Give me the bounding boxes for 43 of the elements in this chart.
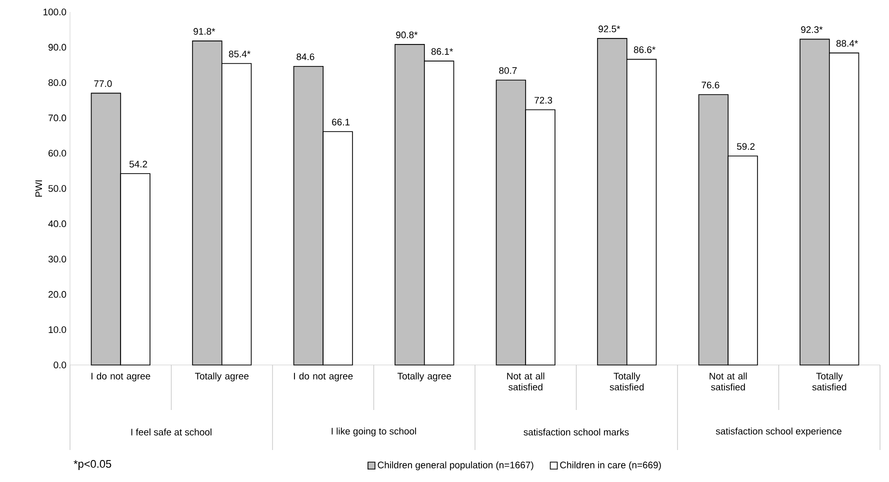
x-tick-label: Not at all satisfied [507,372,544,390]
data-label: 76.6 [702,82,720,88]
legend-label: Children in care (n=669) [560,461,661,470]
text: satisfaction school marks [524,428,629,436]
x-tick-label: I do not agree [294,372,353,382]
text: I feel safe at school [131,428,212,436]
data-label: 72.3 [534,96,552,104]
y-tick-label: 0.0 [54,362,66,368]
data-label: 88.4* [836,40,858,47]
y-tick-label: 50.0 [48,185,66,192]
y-tick-label: 10.0 [48,326,66,334]
x-tick-label: Totally satisfied [610,372,644,390]
x-tick-label: Totally agree [195,372,249,382]
data-label: 86.6* [634,46,656,54]
data-label: 80.7 [499,67,517,74]
x-tick-label: Not at all satisfied [710,372,747,390]
x-tick-label: Totally agree [398,372,452,382]
data-label: 54.2 [129,160,148,168]
x-tick-label: I do not agree [92,372,150,382]
y-tick-label: 60.0 [48,150,66,157]
legend-label: Children general population (n=1667) [378,461,534,470]
y-tick-label: 30.0 [48,256,66,262]
data-label: 66.1 [332,118,350,126]
text: *p<0.05 [74,460,112,470]
x-tick-label: Totally satisfied [812,372,846,390]
text: satisfaction school experience [716,428,842,436]
data-label: 77.0 [94,80,112,87]
y-tick-label: 40.0 [48,220,66,228]
data-label: 59.2 [736,143,755,150]
data-label: 90.8* [396,32,418,38]
y-tick-label: 90.0 [48,44,66,51]
data-label: 91.8* [194,28,216,35]
data-label: 86.1* [431,48,453,55]
y-tick-label: 20.0 [48,291,66,298]
text: I like going to school [332,428,416,436]
data-label: 85.4* [228,50,250,58]
data-label: 92.5* [598,26,620,32]
y-tick-label: 70.0 [48,114,66,122]
y-tick-label: 100.0 [44,8,66,16]
y-axis-title: PWI [35,180,42,197]
data-label: 92.3* [801,26,823,33]
y-tick-label: 80.0 [48,79,66,86]
data-label: 84.6 [296,53,314,60]
